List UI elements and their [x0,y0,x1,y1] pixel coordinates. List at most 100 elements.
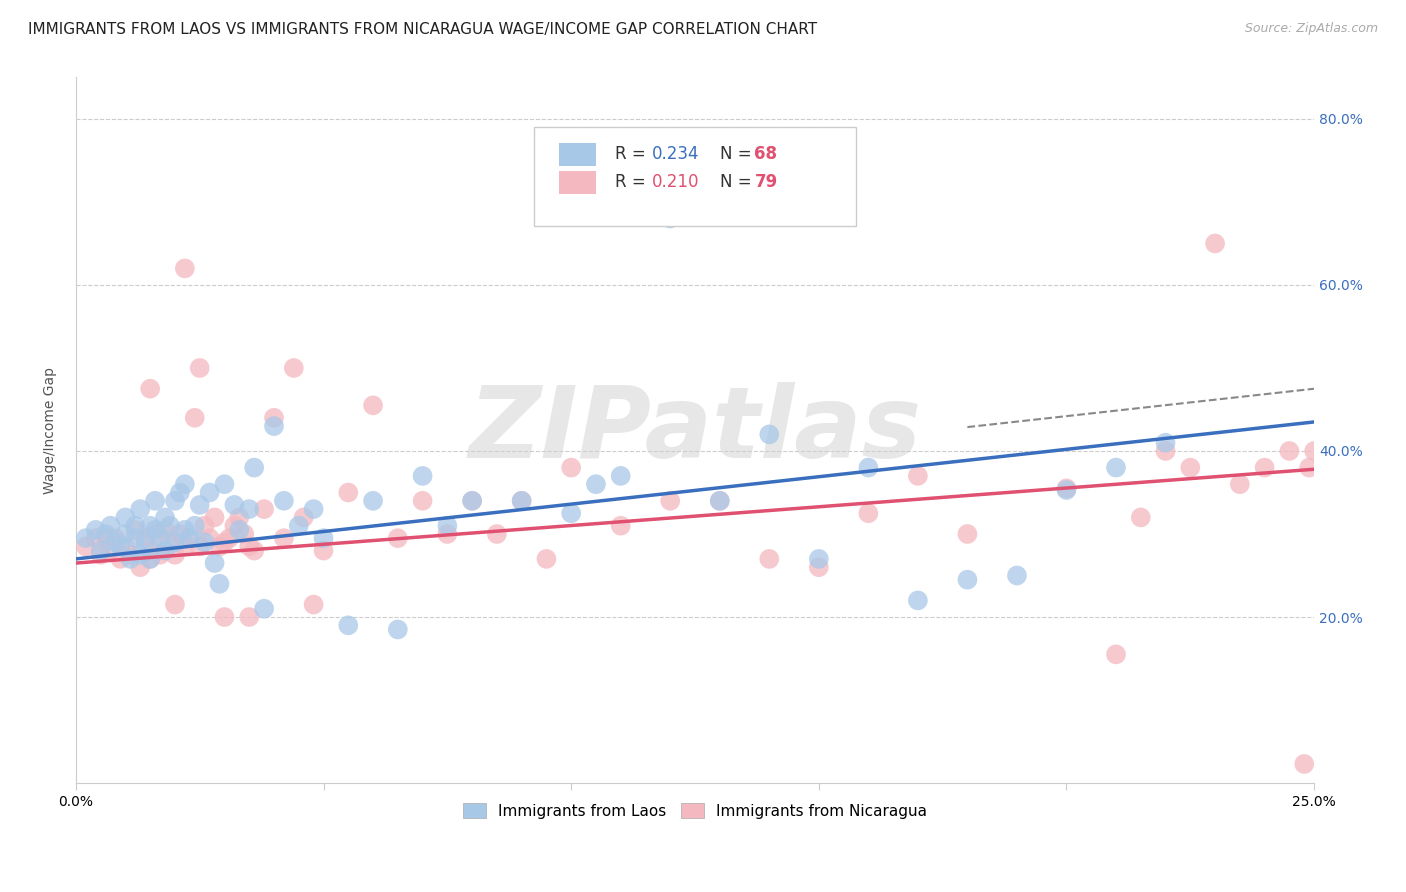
Point [302,598,325,612]
Point [1129,510,1152,524]
Point [253,502,276,516]
Point [485,527,508,541]
Point [139,518,162,533]
Point [143,523,166,537]
Point [153,543,176,558]
Point [129,560,152,574]
Point [214,535,236,549]
Point [214,610,236,624]
Point [153,543,176,558]
Bar [558,171,596,194]
Point [120,548,142,562]
Legend: Immigrants from Laos, Immigrants from Nicaragua: Immigrants from Laos, Immigrants from Ni… [457,797,934,825]
Point [560,506,582,520]
Point [510,493,533,508]
Point [1105,648,1128,662]
Point [361,398,384,412]
Point [858,460,880,475]
Point [238,610,260,624]
Point [110,552,132,566]
Point [228,523,250,537]
Point [238,540,260,554]
Point [169,485,191,500]
Point [609,518,631,533]
Point [179,531,201,545]
Point [90,548,112,562]
Point [124,523,146,537]
Point [683,186,706,201]
Point [214,477,236,491]
Point [184,410,207,425]
Point [204,556,226,570]
Point [134,531,156,545]
Point [312,543,335,558]
Point [124,518,146,533]
Point [204,510,226,524]
Point [114,540,136,554]
Point [163,548,186,562]
Point [758,427,780,442]
Point [609,469,631,483]
Point [159,518,181,533]
Point [163,493,186,508]
Point [153,510,176,524]
Point [139,543,162,558]
Text: Source: ZipAtlas.com: Source: ZipAtlas.com [1244,22,1378,36]
Point [1056,483,1078,497]
Point [228,510,250,524]
Point [709,493,731,508]
Bar [558,143,596,166]
Point [1204,236,1226,251]
Point [1180,460,1202,475]
Point [139,382,162,396]
Point [361,493,384,508]
Point [709,493,731,508]
Point [188,361,211,376]
Point [560,460,582,475]
Point [75,540,97,554]
Point [807,552,830,566]
Point [1105,460,1128,475]
Point [129,502,152,516]
Point [907,469,929,483]
Point [337,618,360,632]
Point [1278,444,1301,458]
Point [387,531,409,545]
Point [218,531,240,545]
Point [143,527,166,541]
Point [1298,460,1320,475]
FancyBboxPatch shape [534,127,856,226]
Point [292,510,315,524]
Point [94,527,117,541]
Point [120,552,142,566]
Point [198,531,221,545]
Point [659,211,682,226]
Point [104,531,127,545]
Point [194,518,217,533]
Text: 79: 79 [755,173,778,191]
Point [283,361,305,376]
Point [436,518,458,533]
Point [134,535,156,549]
Point [536,552,558,566]
Point [1253,460,1275,475]
Point [153,523,176,537]
Text: 0.210: 0.210 [651,173,699,191]
Point [129,548,152,562]
Point [387,623,409,637]
Point [90,543,112,558]
Point [188,540,211,554]
Point [807,560,830,574]
Point [956,573,979,587]
Point [238,502,260,516]
Text: ZIPatlas: ZIPatlas [468,382,921,479]
Point [461,493,484,508]
Point [100,543,122,558]
Point [1294,756,1316,771]
Point [84,523,107,537]
Point [243,543,266,558]
Text: R =: R = [614,145,651,162]
Point [659,493,682,508]
Point [273,531,295,545]
Point [169,527,191,541]
